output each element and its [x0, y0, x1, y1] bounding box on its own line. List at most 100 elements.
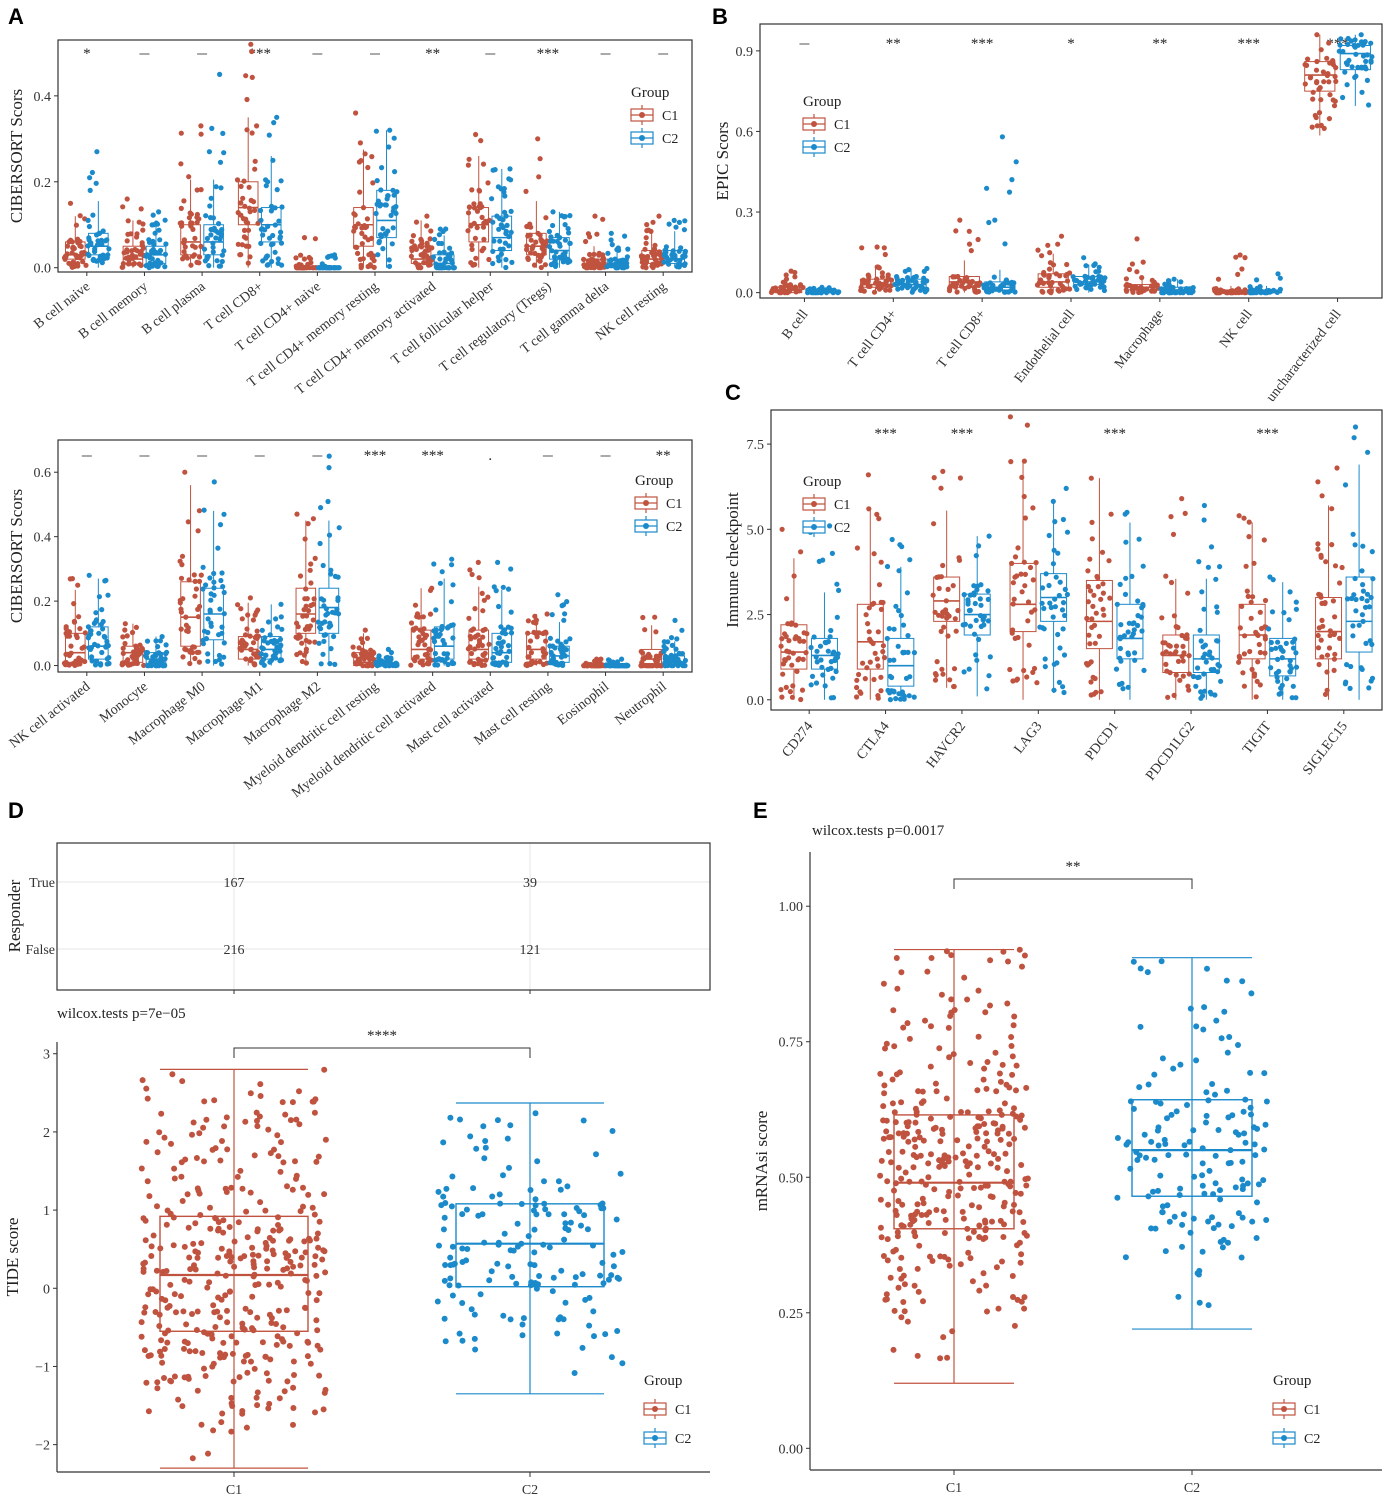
data-point-c2: [666, 221, 672, 227]
data-point-c2: [328, 567, 334, 573]
data-point-c1: [989, 1218, 995, 1225]
data-point-c2: [1159, 1055, 1166, 1062]
data-point-c2: [373, 210, 379, 217]
data-point-c1: [859, 245, 865, 251]
data-point-c1: [642, 246, 648, 252]
data-point-c2: [205, 629, 211, 636]
data-point-c1: [1094, 573, 1100, 580]
legend-key-point: [811, 501, 817, 507]
data-point-c1: [367, 656, 373, 662]
data-point-c2: [446, 1282, 453, 1289]
data-point-c2: [1081, 255, 1087, 261]
data-point-c2: [549, 612, 555, 618]
data-point-c2: [550, 1274, 557, 1281]
data-point-c1: [1012, 635, 1018, 642]
significance-label: ***: [1256, 426, 1279, 442]
data-point-c1: [973, 1129, 980, 1135]
data-point-c2: [1221, 1008, 1228, 1015]
data-point-c2: [88, 240, 94, 246]
legend-label-c1: C1: [675, 1403, 691, 1418]
data-point-c1: [249, 74, 255, 80]
data-point-c2: [1262, 1121, 1269, 1128]
data-point-c1: [161, 1134, 168, 1141]
data-point-c2: [1088, 286, 1094, 292]
data-point-c1: [139, 1077, 146, 1084]
data-point-c1: [1008, 1043, 1015, 1049]
data-point-c1: [878, 688, 884, 694]
data-point-c2: [513, 1280, 520, 1287]
x-tick-label: C2: [1184, 1481, 1200, 1496]
data-point-c1: [780, 671, 786, 677]
data-point-c2: [373, 128, 379, 134]
data-point-c2: [1287, 669, 1293, 675]
data-point-c1: [526, 644, 532, 650]
data-point-c2: [907, 557, 913, 563]
data-point-c2: [1116, 681, 1122, 688]
data-point-c1: [290, 1358, 297, 1365]
data-point-c1: [314, 1230, 321, 1237]
data-point-c2: [1157, 1100, 1164, 1107]
data-point-c1: [194, 1185, 201, 1192]
data-point-c2: [514, 1220, 521, 1227]
data-point-c1: [895, 1284, 902, 1291]
data-point-c1: [280, 1159, 287, 1166]
y-axis-title: CIBERSORT Scors: [7, 89, 26, 223]
data-point-c1: [180, 256, 186, 262]
data-point-c1: [302, 626, 308, 633]
data-point-c2: [508, 566, 514, 572]
data-point-c1: [543, 215, 549, 221]
data-point-c2: [921, 268, 927, 274]
data-point-c1: [248, 197, 254, 203]
data-point-c2: [525, 1233, 532, 1240]
data-point-c2: [1199, 589, 1205, 595]
data-point-c2: [992, 217, 998, 223]
data-point-c2: [1164, 1202, 1171, 1209]
data-point-c1: [982, 1219, 989, 1226]
data-point-c1: [1316, 625, 1322, 631]
data-point-c1: [1000, 1234, 1007, 1240]
data-point-c2: [896, 608, 902, 614]
significance-label: ***: [1103, 426, 1126, 442]
data-point-c2: [504, 654, 510, 661]
data-point-c1: [301, 1238, 308, 1245]
data-point-c1: [201, 1158, 207, 1165]
data-point-c2: [1364, 77, 1370, 83]
data-point-c2: [533, 1211, 540, 1218]
data-point-c2: [822, 683, 828, 689]
data-point-c2: [900, 622, 907, 628]
data-point-c2: [89, 169, 95, 176]
data-point-c1: [361, 656, 367, 662]
data-point-c1: [181, 1374, 188, 1381]
data-point-c1: [977, 1184, 984, 1191]
data-point-c1: [1021, 1305, 1028, 1312]
data-point-c2: [1052, 604, 1058, 610]
data-point-c2: [1198, 689, 1204, 695]
data-point-c1: [1134, 269, 1140, 275]
data-point-c2: [984, 185, 990, 191]
data-point-c1: [896, 1069, 903, 1076]
y-tick-label: 0.0: [736, 287, 754, 302]
data-point-c1: [200, 1124, 207, 1131]
data-point-c2: [1122, 591, 1129, 598]
significance-label: ***: [951, 426, 974, 442]
data-point-c2: [893, 696, 899, 702]
data-point-c1: [284, 1378, 291, 1385]
data-point-c1: [142, 1304, 149, 1311]
data-point-c1: [1255, 659, 1261, 665]
data-point-c2: [1155, 1124, 1162, 1131]
data-point-c2: [211, 479, 217, 485]
data-point-c1: [481, 597, 487, 603]
data-point-c1: [282, 1250, 289, 1257]
x-tick-label: TIGIT: [1240, 719, 1275, 757]
data-point-c2: [608, 230, 614, 236]
data-point-c1: [134, 231, 140, 237]
data-point-c1: [941, 1230, 948, 1236]
data-point-c1: [138, 1333, 145, 1340]
data-point-c2: [1364, 591, 1371, 597]
y-tick-label: 0.2: [34, 176, 52, 191]
data-point-c1: [1324, 652, 1331, 658]
box-c2: [203, 224, 224, 256]
box-c1: [353, 652, 374, 667]
data-point-c2: [673, 224, 679, 230]
